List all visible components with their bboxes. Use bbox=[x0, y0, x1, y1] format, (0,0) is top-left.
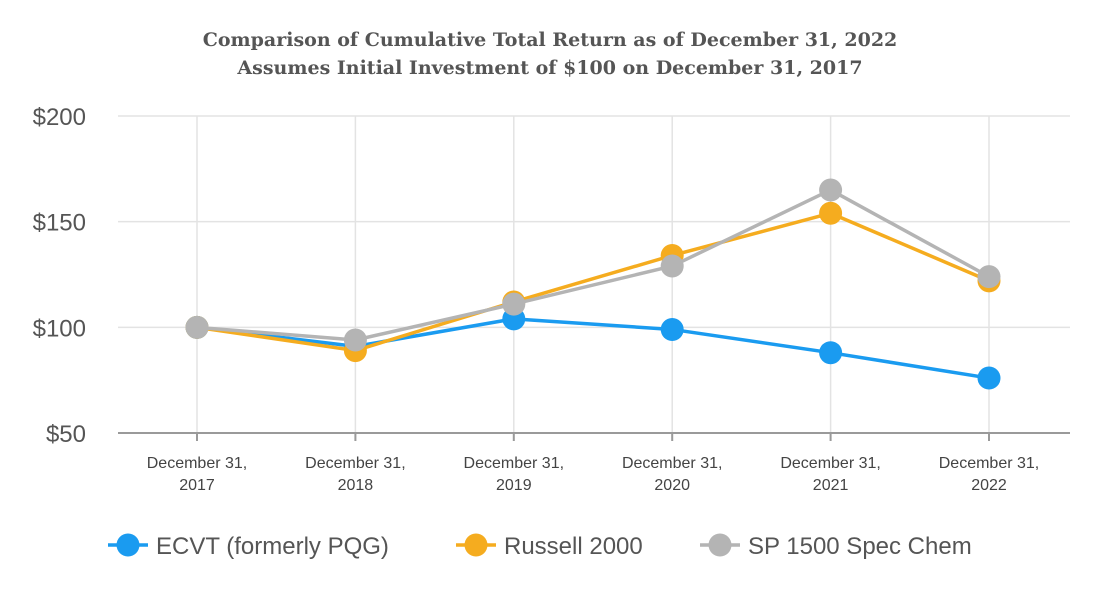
legend-marker-0 bbox=[116, 533, 140, 557]
data-point-0 bbox=[660, 317, 684, 341]
series-line-1 bbox=[196, 211, 990, 353]
data-point-2 bbox=[343, 328, 367, 352]
data-point-2 bbox=[502, 292, 526, 316]
x-tick-label: 2017 bbox=[179, 477, 215, 494]
legend-marker-2 bbox=[708, 533, 732, 557]
x-tick-label: 2019 bbox=[496, 477, 532, 494]
x-tick-label: 2020 bbox=[654, 477, 690, 494]
chart-subtitle: Assumes Initial Investment of $100 on De… bbox=[237, 57, 863, 79]
x-tick-label: December 31, bbox=[622, 455, 723, 472]
data-point-2 bbox=[185, 315, 209, 339]
data-point-2 bbox=[819, 178, 843, 202]
legend-marker-1 bbox=[464, 533, 488, 557]
series-line-2 bbox=[196, 188, 990, 342]
chart-title: Comparison of Cumulative Total Return as… bbox=[202, 29, 898, 51]
x-tick-label: December 31, bbox=[464, 455, 565, 472]
y-tick-label: $200 bbox=[33, 104, 86, 131]
chart-title-block: Comparison of Cumulative Total Return as… bbox=[0, 26, 1100, 82]
y-tick-label: $50 bbox=[46, 421, 86, 448]
y-tick-label: $100 bbox=[33, 315, 86, 342]
y-tick-label: $150 bbox=[33, 210, 86, 237]
x-tick-label: 2018 bbox=[338, 477, 374, 494]
data-point-2 bbox=[977, 265, 1001, 289]
legend-label-2: SP 1500 Spec Chem bbox=[748, 533, 972, 560]
data-point-2 bbox=[660, 254, 684, 278]
x-tick-label: December 31, bbox=[780, 455, 881, 472]
x-tick-label: 2022 bbox=[971, 477, 1007, 494]
data-point-0 bbox=[819, 341, 843, 365]
data-point-1 bbox=[819, 201, 843, 225]
series-line-0 bbox=[196, 317, 990, 380]
x-tick-label: December 31, bbox=[147, 455, 248, 472]
x-tick-label: December 31, bbox=[305, 455, 406, 472]
legend-label-1: Russell 2000 bbox=[504, 533, 643, 560]
legend-label-0: ECVT (formerly PQG) bbox=[156, 533, 389, 560]
x-tick-label: 2021 bbox=[813, 477, 849, 494]
data-point-0 bbox=[977, 366, 1001, 390]
x-tick-label: December 31, bbox=[939, 455, 1040, 472]
